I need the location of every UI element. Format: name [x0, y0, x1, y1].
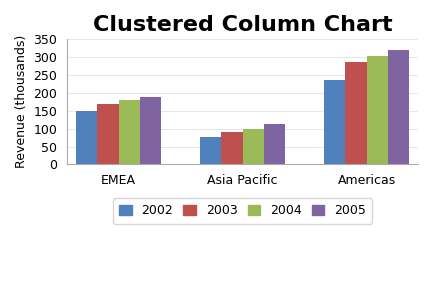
Bar [324, 80, 346, 164]
Bar [97, 104, 119, 164]
Bar [388, 50, 409, 164]
Bar [346, 62, 367, 164]
Bar [242, 129, 264, 164]
Bar [119, 101, 140, 164]
Bar [221, 132, 242, 164]
Bar [264, 124, 285, 164]
Bar [200, 136, 221, 164]
Y-axis label: Revenue (thousands): Revenue (thousands) [15, 35, 28, 168]
Bar [367, 56, 388, 164]
Bar [140, 97, 161, 164]
Bar [76, 111, 97, 164]
Legend: 2002, 2003, 2004, 2005: 2002, 2003, 2004, 2005 [113, 198, 372, 224]
Title: Clustered Column Chart: Clustered Column Chart [93, 15, 392, 35]
